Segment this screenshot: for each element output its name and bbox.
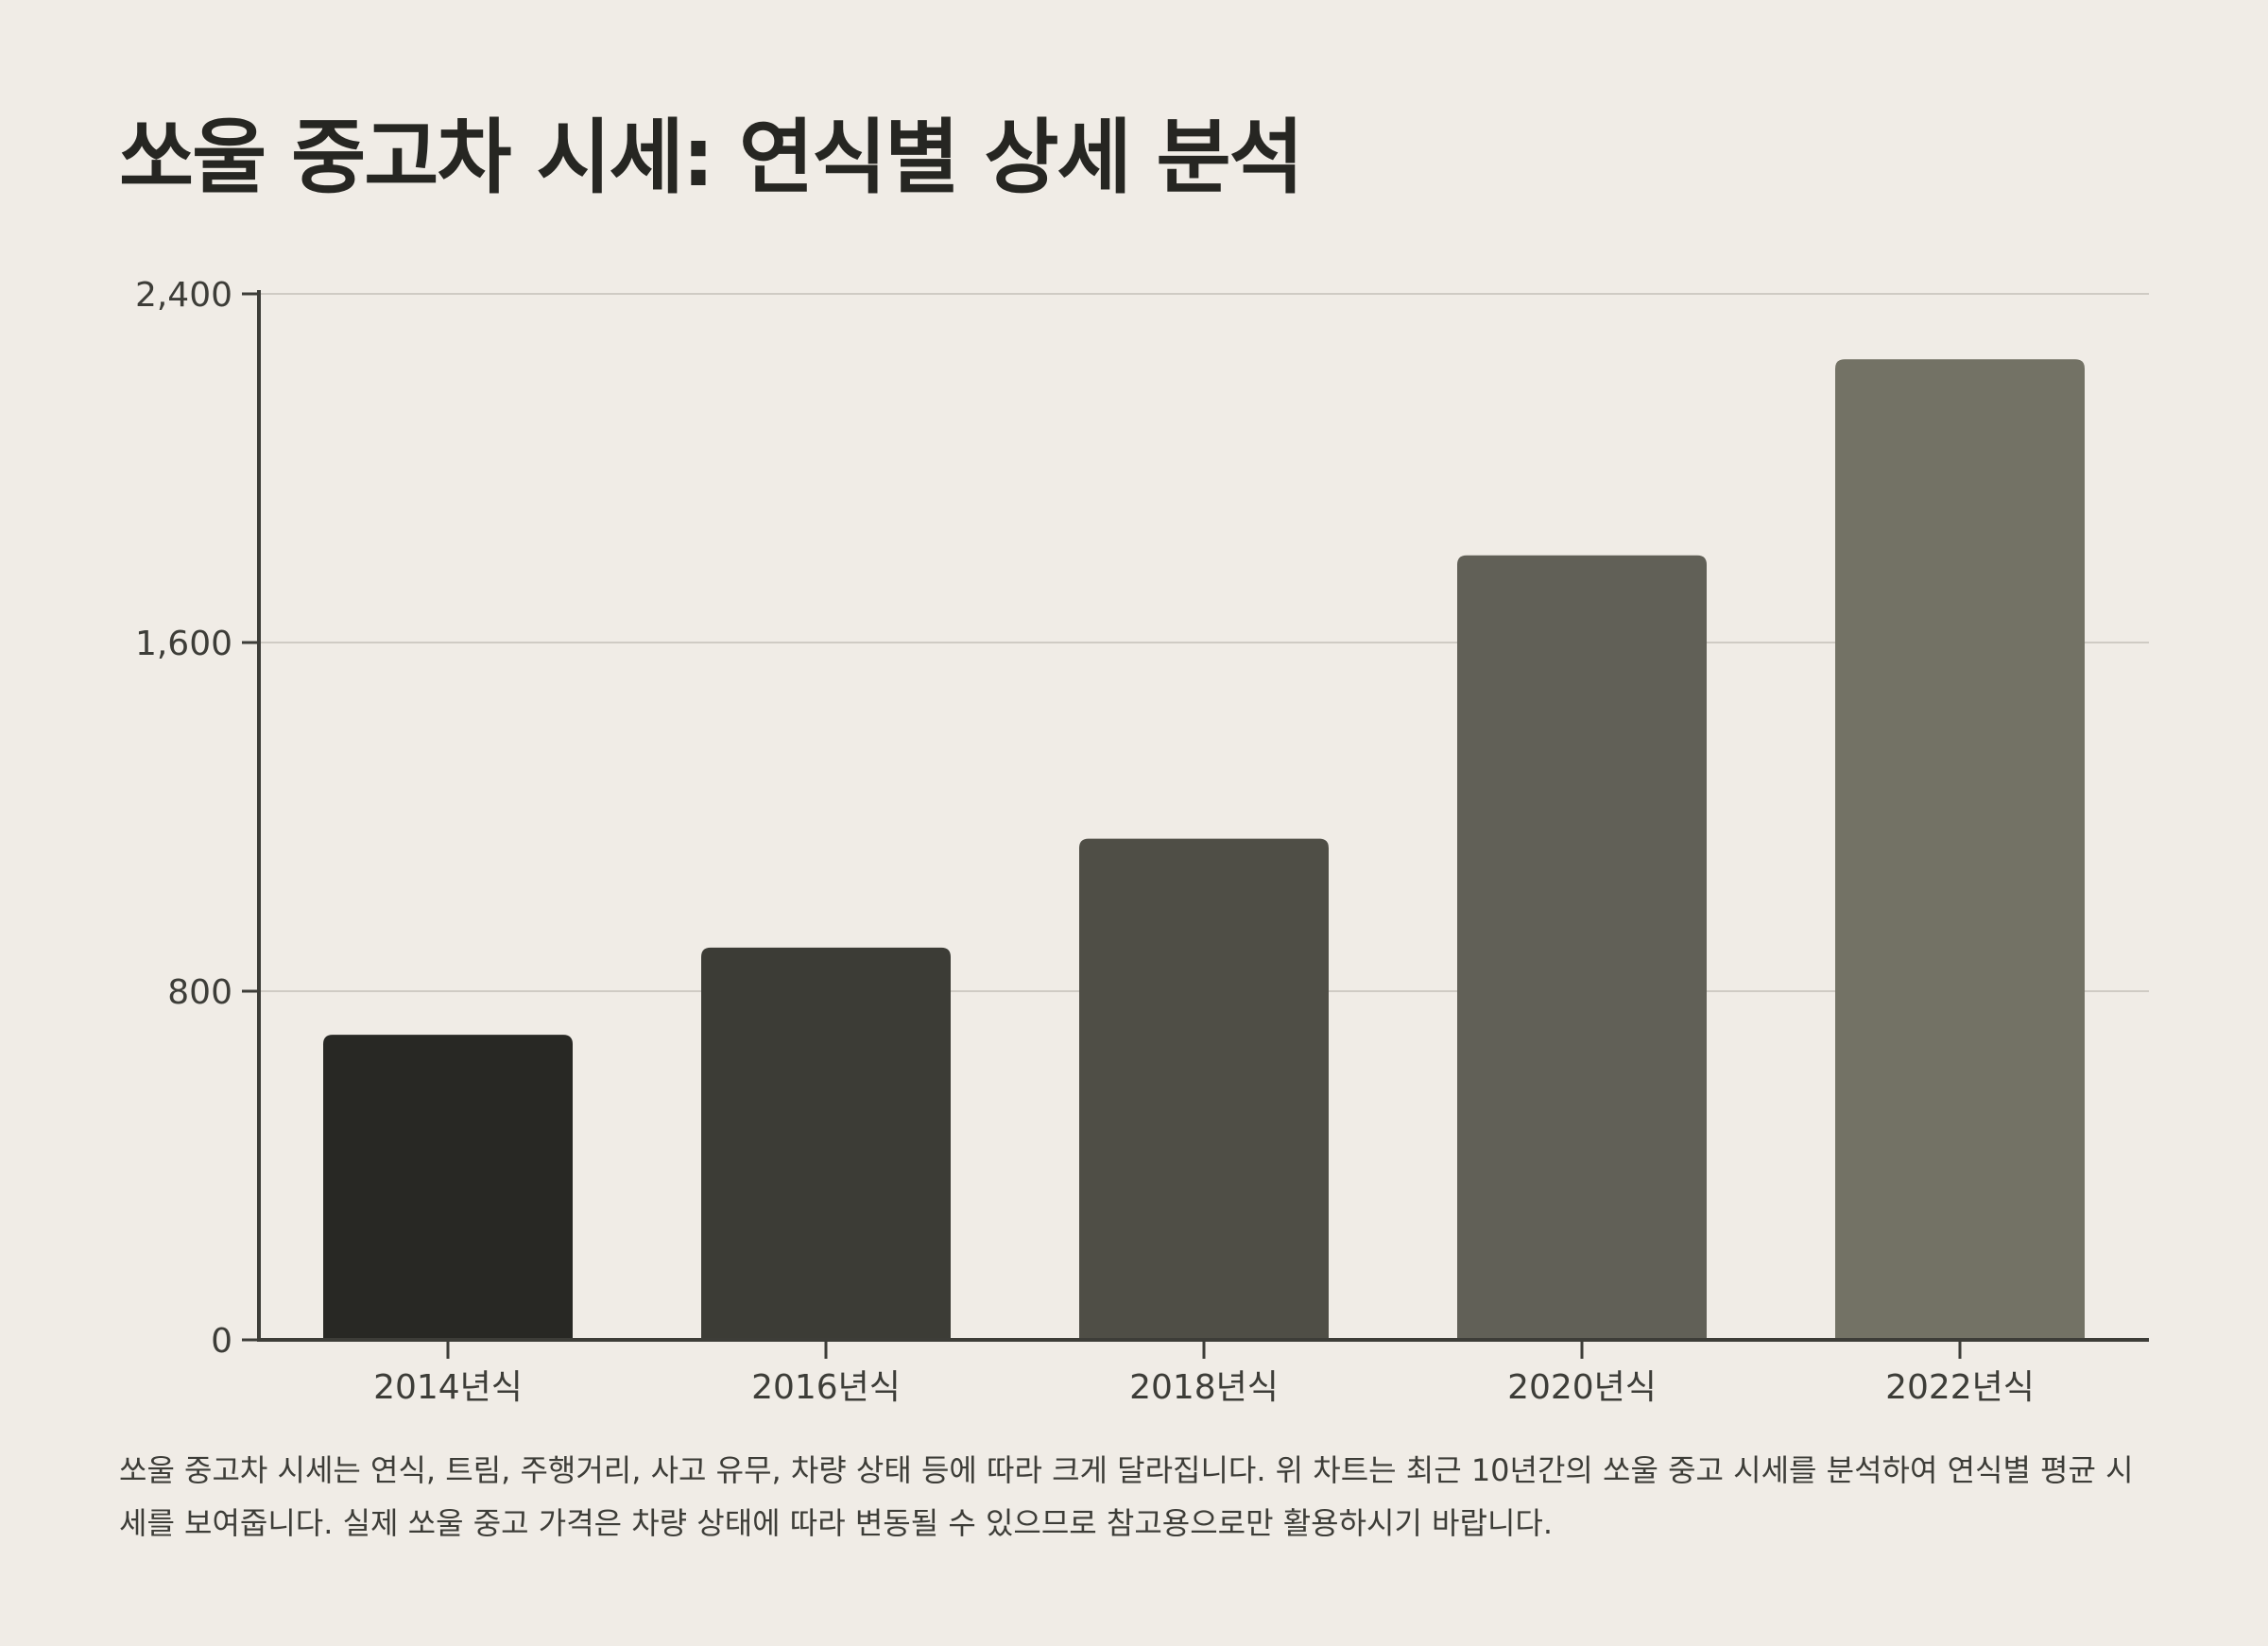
x-tick-label: 2014년식	[373, 1368, 523, 1407]
x-tick-label: 2022년식	[1885, 1368, 2035, 1407]
bar	[323, 1035, 573, 1340]
x-tick-label: 2016년식	[751, 1368, 901, 1407]
bar	[1835, 359, 2085, 1340]
y-axis-ticks: 0 800 1,600 2,400	[135, 276, 259, 1361]
chart-title: 쏘울 중고차 시세: 연식별 상세 분석	[119, 111, 1304, 205]
x-tick-label: 2020년식	[1507, 1368, 1657, 1407]
bar	[1079, 838, 1329, 1340]
bars	[323, 359, 2085, 1340]
bar	[701, 947, 951, 1340]
y-tick-label: 0	[211, 1322, 232, 1361]
x-axis-ticks: 2014년식 2016년식 2018년식 2020년식 2022년식	[373, 1340, 2035, 1407]
bar	[1457, 555, 1707, 1340]
y-tick-label: 800	[167, 973, 232, 1012]
y-tick-label: 2,400	[135, 276, 232, 315]
chart-caption: 쏘울 중고차 시세는 연식, 트림, 주행거리, 사고 유무, 차량 상태 등에…	[119, 1452, 2134, 1541]
y-tick-label: 1,600	[135, 625, 232, 663]
x-tick-label: 2018년식	[1129, 1368, 1279, 1407]
